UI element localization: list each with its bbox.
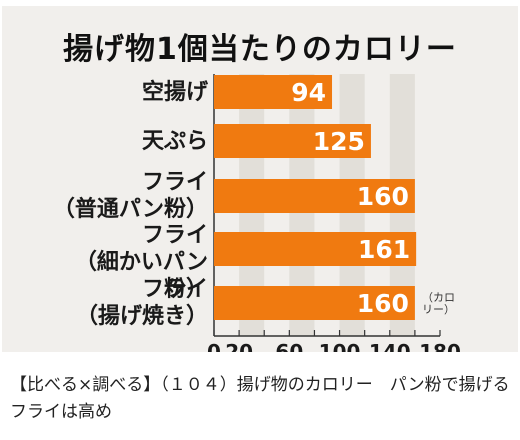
- bar: [214, 75, 333, 109]
- bar-value-label: 161: [358, 235, 410, 264]
- category-label: フライ （揚げ焼き）: [75, 277, 208, 329]
- category-label: フライ （普通パン粉）: [52, 170, 208, 222]
- bar-value-label: 160: [357, 182, 409, 211]
- x-tick-label: 60: [275, 340, 303, 352]
- x-tick-label: 0: [207, 340, 221, 352]
- x-tick-label: 140: [369, 340, 411, 352]
- x-tick-label: 100: [319, 340, 361, 352]
- bar: [214, 232, 417, 266]
- bar: [214, 124, 371, 158]
- x-tick-label: 20: [225, 340, 253, 352]
- category-label: 天ぷら: [141, 128, 208, 154]
- chart-figure: 揚げ物1個当たりのカロリー 0 20 60 100 140 180 94 125 160 161 1…: [2, 6, 518, 352]
- bar: [214, 286, 415, 320]
- bar-value-label: 94: [291, 78, 326, 107]
- category-label: フライ （細かいパン粉）: [74, 223, 208, 302]
- category-label: 空揚げ: [141, 79, 208, 105]
- bar: [214, 179, 415, 213]
- chart-title: 揚げ物1個当たりのカロリー: [63, 32, 457, 67]
- bar-value-label: 160: [357, 289, 409, 318]
- bar-chart: 0 20 60 100 140 180 94 125 160 161 160: [207, 74, 461, 352]
- bar-value-label: 125: [313, 127, 365, 156]
- unit-note: （カロ リー）: [422, 291, 455, 316]
- x-tick-label: 180: [419, 340, 461, 352]
- caption: 【比べる×調べる】（１０４）揚げ物のカロリー パン粉で揚げるフライは高め: [10, 375, 510, 422]
